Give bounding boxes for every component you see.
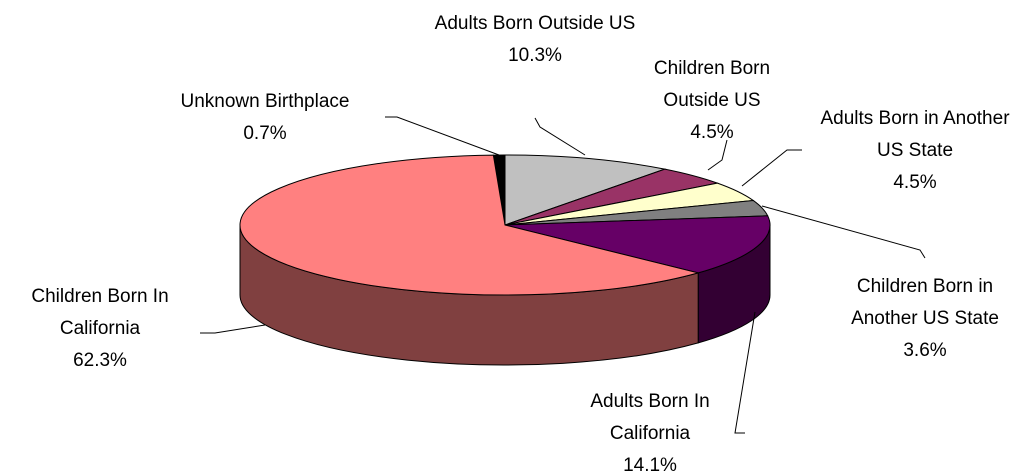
label-value: 14.1% [623, 455, 677, 475]
leader-line [707, 139, 728, 171]
label-value: 0.7% [243, 123, 287, 144]
slice-label: Adults Born in Another US State 4.5% [820, 103, 1010, 199]
label-value: 4.5% [690, 122, 734, 143]
leader-line [761, 205, 926, 259]
label-name: Children Born in Another US State [851, 276, 999, 329]
label-value: 3.6% [903, 340, 947, 361]
leader-line [200, 324, 266, 334]
leader-line [385, 116, 500, 156]
label-name: Adults Born Outside US [434, 13, 636, 34]
slice-label: Children Born Outside US 4.5% [627, 53, 797, 149]
label-name: Adults Born in Another US State [820, 108, 1010, 161]
slice [239, 154, 701, 296]
slice-label: Adults Born In California 14.1% [565, 386, 735, 475]
label-name: Adults Born In California [590, 391, 710, 444]
label-value: 4.5% [893, 172, 937, 193]
label-name: Children Born In California [31, 286, 169, 339]
leader-line [734, 311, 756, 434]
leader-line [741, 149, 802, 187]
slice-label: Adults Born Outside US 10.3% [415, 8, 655, 72]
slice [504, 215, 771, 274]
slice-label: Children Born In California 62.3% [0, 281, 205, 377]
slice-label: Unknown Birthplace 0.7% [145, 86, 385, 150]
slice-label: Children Born in Another US State 3.6% [825, 271, 1022, 367]
label-value: 62.3% [73, 350, 127, 371]
label-value: 10.3% [508, 45, 562, 66]
leader-line [534, 117, 586, 156]
slice [504, 154, 667, 226]
label-name: Unknown Birthplace [180, 91, 350, 112]
label-name: Children Born Outside US [653, 58, 771, 111]
